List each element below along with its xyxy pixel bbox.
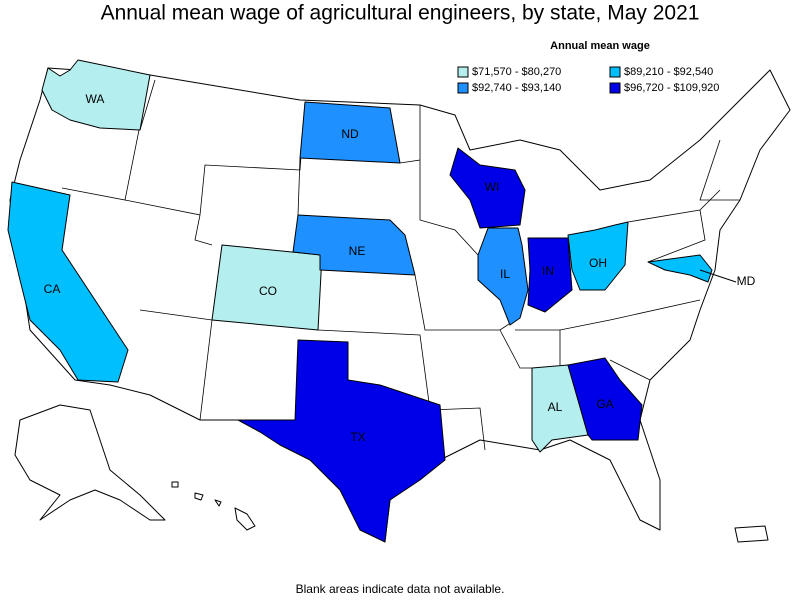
- state-label: IL: [500, 267, 510, 281]
- leader-line: [699, 269, 737, 283]
- state-label: TX: [350, 430, 365, 444]
- footnote: Blank areas indicate data not available.: [296, 582, 505, 596]
- state-ca: [7, 181, 129, 383]
- state-label: OH: [589, 256, 607, 270]
- alaska: [14, 404, 166, 521]
- legend-label: $71,570 - $80,270: [472, 66, 561, 78]
- puerto-rico: [734, 525, 769, 543]
- state-label: WI: [485, 180, 500, 194]
- legend-label: $96,720 - $109,920: [624, 82, 719, 94]
- state-label: IN: [542, 264, 554, 278]
- state-oh: [567, 221, 629, 291]
- state-wa: [41, 59, 151, 131]
- state-wi: [449, 147, 526, 229]
- state-label: CA: [44, 282, 61, 296]
- hawaii: [171, 481, 256, 531]
- state-borders: [61, 74, 740, 451]
- legend-label: $89,210 - $92,540: [624, 66, 713, 78]
- legend-label: $92,740 - $93,140: [472, 82, 561, 94]
- legend-title: Annual mean wage: [550, 40, 650, 52]
- state-co: [211, 244, 323, 331]
- state-label: NE: [349, 244, 366, 258]
- state-ga: [567, 357, 643, 441]
- legend-swatch: [609, 82, 621, 94]
- state-label: MD: [737, 274, 756, 288]
- state-ne: [292, 214, 416, 276]
- state-md: [647, 254, 713, 283]
- state-label: ND: [341, 127, 359, 141]
- state-tx: [237, 339, 446, 543]
- map-title: Annual mean wage of agricultural enginee…: [101, 2, 700, 25]
- legend-swatch: [457, 82, 469, 94]
- state-label: GA: [596, 397, 613, 411]
- state-il: [477, 227, 529, 326]
- state-label: AL: [548, 400, 563, 414]
- state-label: WA: [86, 92, 105, 106]
- state-nd: [299, 101, 401, 164]
- legend-swatch: [609, 66, 621, 78]
- legend-swatch: [457, 66, 469, 78]
- state-label: CO: [259, 284, 277, 298]
